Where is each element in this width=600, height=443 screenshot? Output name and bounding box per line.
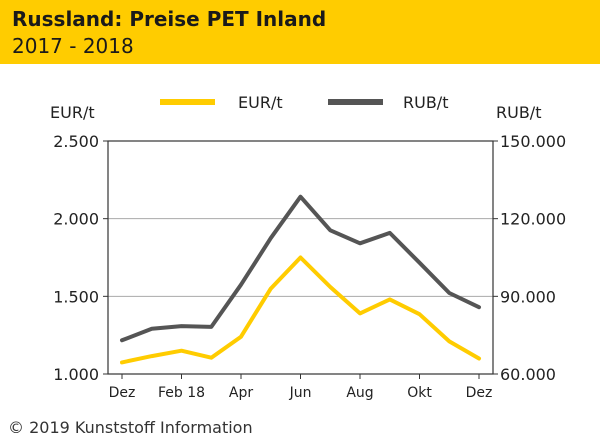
copyright-footer: © 2019 Kunststoff Information <box>8 418 253 437</box>
x-tick-label: Feb 18 <box>158 385 205 401</box>
chart-title: Russland: Preise PET Inland <box>12 7 327 31</box>
left-tick-label: 2.500 <box>53 132 99 151</box>
x-tick-label: Apr <box>229 385 253 401</box>
grid-lines <box>108 218 493 297</box>
right-tick-label: 60.000 <box>500 365 556 384</box>
right-tick-label: 120.000 <box>500 210 566 229</box>
x-tick-label: Dez <box>109 385 136 401</box>
legend-eur-label: EUR/t <box>238 93 283 112</box>
left-axis-title: EUR/t <box>50 103 95 122</box>
right-tick-label: 90.000 <box>500 287 556 306</box>
legend: EUR/t RUB/t <box>160 93 448 112</box>
eur-series-line <box>120 255 481 365</box>
x-tick-label: Okt <box>407 385 432 401</box>
right-axis-ticks: 60.000 90.000 120.000 150.000 <box>493 132 566 384</box>
left-axis-ticks: 1.000 1.500 2.000 2.500 <box>53 132 108 384</box>
x-axis-ticks: Dez Feb 18 Apr Jun Aug Okt Dez <box>109 374 493 401</box>
x-tick-label: Dez <box>466 385 493 401</box>
right-tick-label: 150.000 <box>500 132 566 151</box>
x-tick-label: Jun <box>289 385 312 401</box>
line-chart: EUR/t RUB/t EUR/t RUB/t 1.000 1.500 2.000 2… <box>50 93 566 401</box>
x-tick-label: Aug <box>346 385 373 401</box>
left-tick-label: 1.000 <box>53 365 99 384</box>
left-tick-label: 2.000 <box>53 210 99 229</box>
left-tick-label: 1.500 <box>53 287 99 306</box>
series-lines <box>120 194 481 365</box>
chart-subtitle: 2017 - 2018 <box>12 34 134 58</box>
header-bar: Russland: Preise PET Inland 2017 - 2018 <box>0 0 600 64</box>
legend-rub-label: RUB/t <box>403 93 448 112</box>
chart-area: EUR/t RUB/t EUR/t RUB/t 1.000 1.500 2.000 2… <box>0 64 600 404</box>
right-axis-title: RUB/t <box>496 103 541 122</box>
